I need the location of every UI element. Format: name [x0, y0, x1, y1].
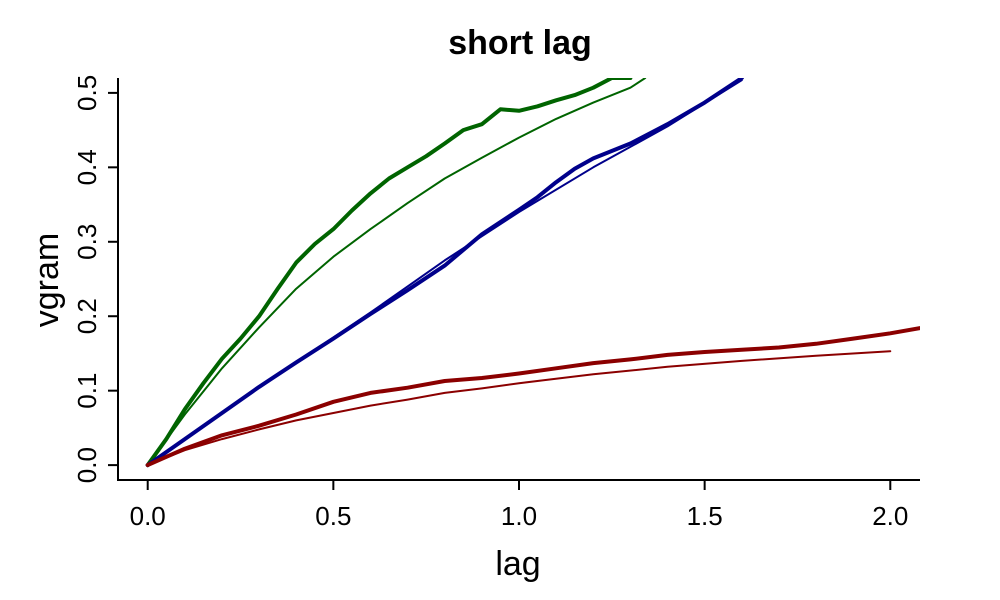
- series-line-4: [146, 79, 743, 467]
- series-line-2: [146, 78, 647, 467]
- x-axis: 0.0 0.5 1.0 1.5 2.0: [130, 480, 908, 531]
- series-line-6: [146, 350, 892, 467]
- axis-frame: [117, 78, 920, 481]
- y-tick-label: 0.0: [72, 447, 102, 483]
- x-tick-label: 0.5: [315, 501, 351, 531]
- y-axis: 0.0 0.1 0.2 0.3 0.4 0.5: [72, 75, 118, 483]
- y-tick-label: 0.1: [72, 373, 102, 409]
- series-line-3: [145, 78, 744, 468]
- chart-title: short lag: [448, 24, 592, 62]
- y-tick-label: 0.5: [72, 75, 102, 111]
- y-tick-label: 0.4: [72, 149, 102, 185]
- y-tick-label: 0.2: [72, 298, 102, 334]
- x-axis-label: lag: [495, 545, 540, 583]
- series-line-5: [145, 326, 920, 468]
- x-tick-label: 0.0: [130, 501, 166, 531]
- series-line-1: [145, 78, 633, 468]
- x-tick-label: 1.5: [687, 501, 723, 531]
- x-tick-label: 1.0: [501, 501, 537, 531]
- series-layer: [145, 78, 920, 468]
- x-tick-label: 2.0: [872, 501, 908, 531]
- y-axis-label: vgram: [28, 233, 66, 327]
- y-tick-label: 0.3: [72, 224, 102, 260]
